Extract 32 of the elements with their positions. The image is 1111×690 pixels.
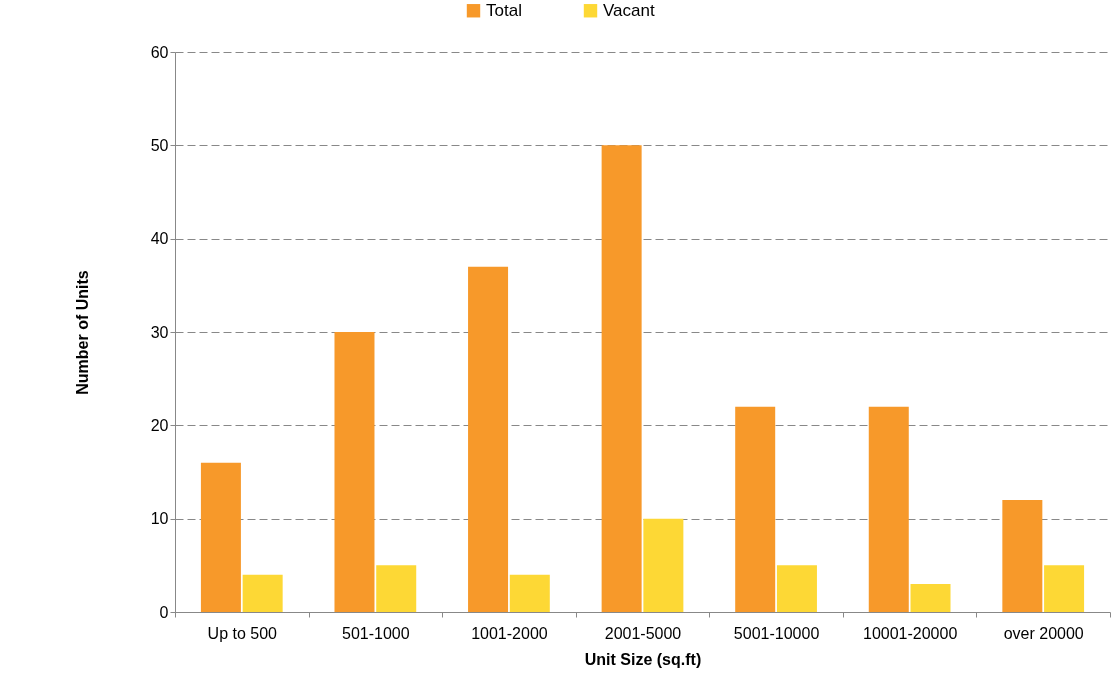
x-tick-label: over 20000 [1003, 624, 1084, 642]
bar [509, 574, 550, 612]
bar [643, 518, 684, 612]
y-tick-label: 10 [150, 510, 169, 528]
bar [868, 406, 909, 612]
bar [376, 565, 417, 612]
x-tick-label: 5001-10000 [733, 624, 820, 642]
y-tick-label: 60 [150, 43, 169, 61]
x-tick-label: 10001-20000 [862, 624, 958, 642]
legend-label: Vacant [603, 0, 655, 20]
bar [735, 406, 776, 612]
bar [468, 266, 509, 612]
bar [200, 462, 241, 612]
x-tick-label: Up to 500 [207, 624, 278, 642]
y-tick-label: 30 [150, 323, 169, 341]
y-tick-label: 50 [150, 136, 169, 154]
x-tick-label: 1001-2000 [471, 624, 548, 642]
bar [776, 565, 817, 612]
x-axis-title: Unit Size (sq.ft) [584, 650, 702, 668]
bar [601, 145, 642, 612]
y-axis-title: Number of Units [73, 270, 91, 395]
y-tick-label: 0 [159, 603, 169, 621]
bar [1002, 500, 1043, 612]
bar [1044, 565, 1085, 612]
y-tick-label: 20 [150, 416, 169, 434]
bar [242, 574, 283, 612]
bar [910, 584, 951, 612]
bar [334, 332, 375, 612]
legend-label: Total [486, 0, 522, 20]
y-tick-label: 40 [150, 230, 169, 248]
x-tick-label: 501-1000 [342, 624, 410, 642]
x-tick-label: 2001-5000 [604, 624, 682, 642]
